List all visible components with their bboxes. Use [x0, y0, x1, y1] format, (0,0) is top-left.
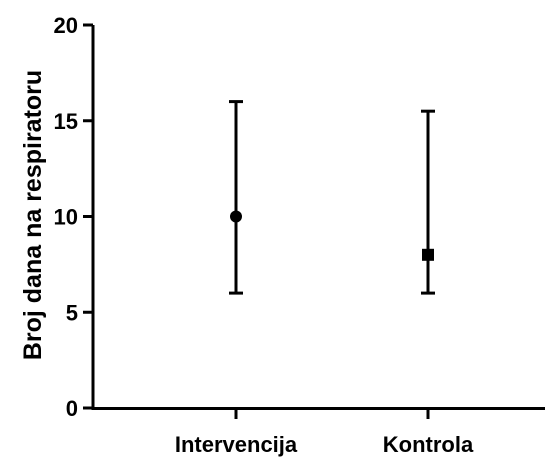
y-axis-title: Broj dana na respiratoru — [19, 70, 47, 360]
x-axis: Intervencija Kontrola — [92, 407, 545, 457]
y-tick-label: 20 — [54, 13, 78, 38]
data-marks — [229, 100, 435, 295]
data-point — [230, 210, 242, 223]
y-tick-label: 0 — [66, 396, 78, 421]
y-tick-label: 10 — [54, 205, 78, 230]
y-tick-label: 5 — [66, 300, 78, 325]
y-axis: 0 5 10 15 20 — [54, 13, 95, 421]
x-tick-label: Intervencija — [175, 432, 298, 457]
x-tick-label: Kontrola — [383, 432, 474, 457]
y-tick-label: 15 — [54, 109, 78, 134]
data-point — [422, 248, 434, 261]
